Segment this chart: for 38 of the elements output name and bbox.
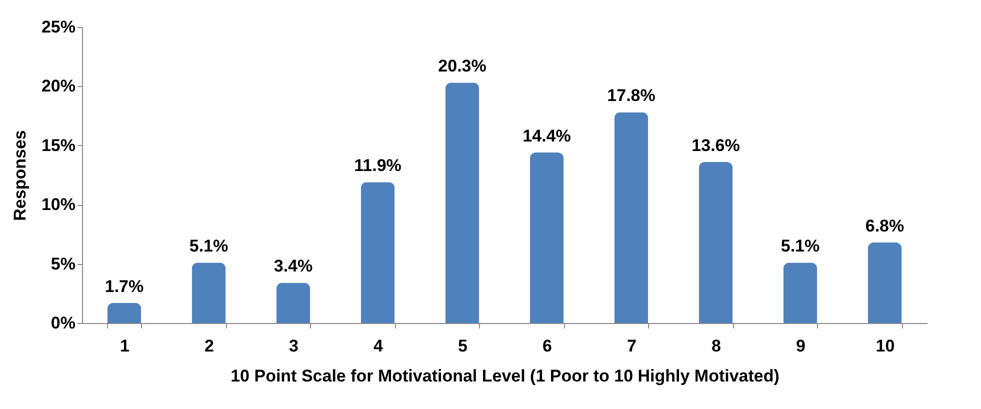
x-tick-label: 7 [627,336,636,356]
bar [530,152,564,323]
y-tick-label: 10% [41,195,76,214]
data-label: 14.4% [522,126,571,146]
data-label: 3.4% [274,256,313,276]
bar [360,182,395,323]
y-tick-label: 5% [50,254,76,274]
x-tick-label: 4 [374,336,384,356]
data-label: 20.3% [438,56,486,76]
bar [614,112,648,323]
bar [276,282,310,323]
y-tick-label: 0% [50,314,76,332]
x-tick-label: 8 [712,336,721,356]
bar [698,162,733,323]
y-axis-title: Responses [10,130,30,221]
data-label: 17.8% [607,86,656,106]
x-axis-title: 10 Point Scale for Motivational Level (1 Poor to 10 Highly Motivated) [230,366,780,386]
data-label: 5.1% [780,236,820,256]
y-tick-label: 15% [41,136,76,155]
data-label: 1.7% [104,276,144,296]
x-tick-label: 10 [876,336,895,356]
data-label: 6.8% [865,216,904,236]
bar [783,262,818,323]
x-tick-label: 9 [796,336,806,356]
y-tick-label: 20% [41,76,76,96]
data-label: 5.1% [189,236,228,256]
x-tick-label: 3 [289,336,298,356]
x-tick-label: 1 [120,336,130,356]
bar [868,242,902,323]
x-tick-label: 5 [458,336,468,356]
bar [192,262,226,323]
y-tick-label: 25% [41,18,76,36]
data-label: 13.6% [692,136,740,155]
bar [107,302,142,323]
data-label: 11.9% [354,156,402,176]
x-tick-label: 6 [542,336,552,356]
x-tick-label: 2 [204,336,214,356]
bar [445,82,480,323]
